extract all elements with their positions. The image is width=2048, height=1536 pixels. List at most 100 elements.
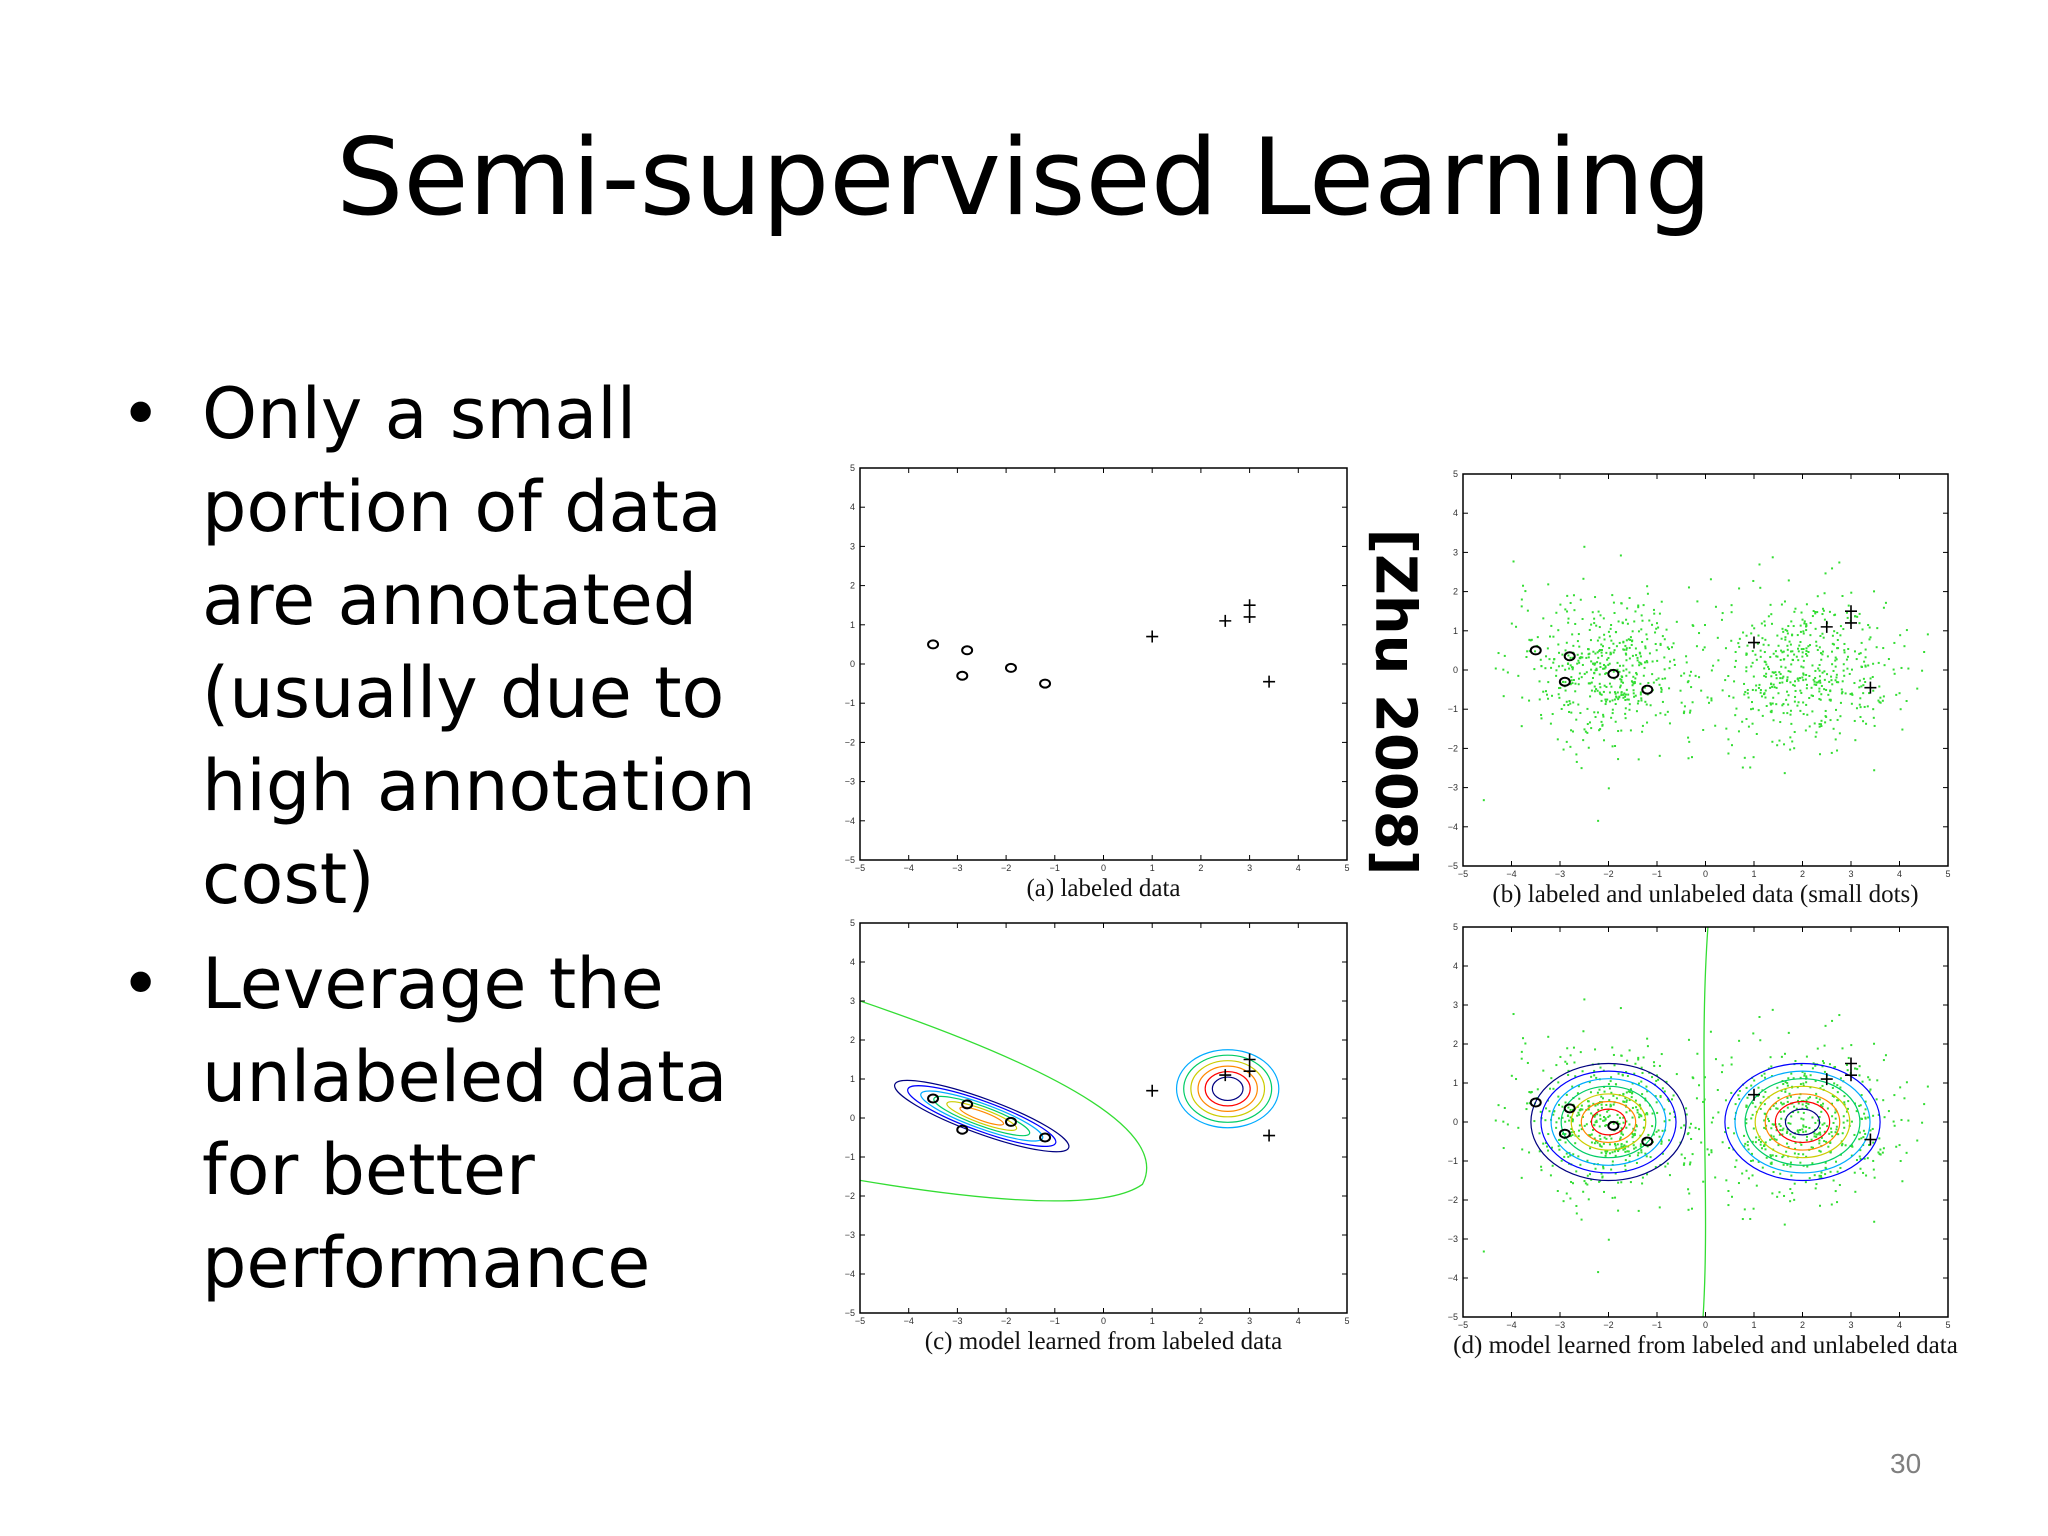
unlabeled-dot xyxy=(1546,647,1549,650)
labeled-negative-point xyxy=(956,670,969,681)
unlabeled-dot xyxy=(1639,691,1642,694)
unlabeled-dot xyxy=(1590,727,1593,730)
unlabeled-dot xyxy=(1558,687,1561,690)
unlabeled-dot xyxy=(1651,623,1654,626)
y-tick-label: 0 xyxy=(1453,1117,1458,1127)
unlabeled-dot xyxy=(1552,635,1555,638)
unlabeled-dot xyxy=(1638,1116,1641,1119)
unlabeled-dot xyxy=(1860,685,1863,688)
unlabeled-dot xyxy=(1506,671,1509,674)
unlabeled-dot xyxy=(1863,705,1866,708)
unlabeled-dot xyxy=(1668,687,1671,690)
unlabeled-dot xyxy=(1851,693,1854,696)
unlabeled-dot xyxy=(1841,691,1844,694)
unlabeled-dot xyxy=(1786,712,1789,715)
unlabeled-dot xyxy=(1601,1097,1604,1100)
unlabeled-dot xyxy=(1805,1105,1808,1108)
unlabeled-dot xyxy=(1752,756,1755,759)
unlabeled-dot xyxy=(1606,698,1609,701)
unlabeled-dot xyxy=(1633,680,1636,683)
unlabeled-dot xyxy=(1618,664,1621,667)
unlabeled-dot xyxy=(1600,1172,1603,1175)
unlabeled-dot xyxy=(1819,652,1822,655)
x-tick-label: −5 xyxy=(855,863,865,873)
unlabeled-dot xyxy=(1534,650,1537,653)
unlabeled-dot xyxy=(1618,670,1621,673)
x-tick-label: 1 xyxy=(1150,863,1155,873)
unlabeled-dot xyxy=(1869,677,1872,680)
unlabeled-dot xyxy=(1757,686,1760,689)
unlabeled-dot xyxy=(1846,667,1849,670)
unlabeled-dot xyxy=(1522,584,1525,587)
unlabeled-dot xyxy=(1538,1132,1541,1135)
unlabeled-dot xyxy=(1814,676,1817,679)
unlabeled-dot xyxy=(1615,1083,1618,1086)
unlabeled-dot xyxy=(1769,1108,1772,1111)
unlabeled-dot xyxy=(1819,1133,1822,1136)
labeled-negative-point xyxy=(1607,1120,1620,1131)
unlabeled-dot xyxy=(1764,675,1767,678)
unlabeled-dot xyxy=(1646,585,1649,588)
unlabeled-dot xyxy=(1814,669,1817,672)
unlabeled-dot xyxy=(1605,700,1608,703)
density-contour xyxy=(920,1090,1044,1142)
unlabeled-dot xyxy=(1620,680,1623,683)
unlabeled-dot xyxy=(1618,1116,1621,1119)
unlabeled-dot xyxy=(1781,704,1784,707)
unlabeled-dot xyxy=(1765,1156,1768,1159)
labeled-negative-point xyxy=(927,1093,940,1104)
unlabeled-dot xyxy=(1663,1120,1666,1123)
unlabeled-dot xyxy=(1872,708,1875,711)
unlabeled-dot xyxy=(1752,1032,1755,1035)
unlabeled-dot xyxy=(1789,713,1792,716)
decision-boundary xyxy=(860,1000,1148,1202)
unlabeled-dot xyxy=(1627,1150,1630,1153)
labeled-positive-point xyxy=(1864,1133,1877,1146)
unlabeled-dot xyxy=(1737,1182,1740,1185)
unlabeled-dot xyxy=(1709,578,1712,581)
unlabeled-dot xyxy=(1831,663,1834,666)
unlabeled-dot xyxy=(1611,708,1614,711)
unlabeled-dot xyxy=(1794,607,1797,610)
unlabeled-dot xyxy=(1805,1099,1808,1102)
y-tick-label: 1 xyxy=(1453,626,1458,636)
unlabeled-dot xyxy=(1846,1119,1849,1122)
unlabeled-dot xyxy=(1772,719,1775,722)
unlabeled-dot xyxy=(1689,709,1692,712)
unlabeled-dot xyxy=(1720,618,1723,621)
unlabeled-dot xyxy=(1811,1162,1814,1165)
unlabeled-dot xyxy=(1660,688,1663,691)
unlabeled-dot xyxy=(1569,664,1572,667)
unlabeled-dot xyxy=(1818,697,1821,700)
unlabeled-dot xyxy=(1569,745,1572,748)
unlabeled-dot xyxy=(1577,1135,1580,1138)
unlabeled-dot xyxy=(1542,1142,1545,1145)
unlabeled-dot xyxy=(1757,634,1760,637)
unlabeled-dot xyxy=(1842,669,1845,672)
unlabeled-dot xyxy=(1733,665,1736,668)
unlabeled-dot xyxy=(1651,1076,1654,1079)
unlabeled-dot xyxy=(1882,1147,1885,1150)
unlabeled-dot xyxy=(1538,698,1541,701)
unlabeled-dot xyxy=(1686,681,1689,684)
unlabeled-dot xyxy=(1738,587,1741,590)
unlabeled-dot xyxy=(1836,1091,1839,1094)
unlabeled-dot xyxy=(1742,631,1745,634)
unlabeled-dot xyxy=(1846,616,1849,619)
unlabeled-dot xyxy=(1802,1111,1805,1114)
labeled-positive-point xyxy=(1748,1088,1760,1101)
unlabeled-dot xyxy=(1765,672,1768,675)
plot-area xyxy=(1482,545,1929,822)
unlabeled-dot xyxy=(1586,1183,1589,1186)
unlabeled-dot xyxy=(1814,1080,1817,1083)
unlabeled-dot xyxy=(1703,646,1706,649)
unlabeled-dot xyxy=(1858,1065,1861,1068)
labeled-negative-point xyxy=(1039,678,1052,689)
unlabeled-dot xyxy=(1622,696,1625,699)
unlabeled-dot xyxy=(1580,1104,1583,1107)
unlabeled-dot xyxy=(1643,1138,1646,1141)
unlabeled-dot xyxy=(1831,1135,1834,1138)
unlabeled-dot xyxy=(1610,639,1613,642)
unlabeled-dot xyxy=(1646,1113,1649,1116)
unlabeled-dot xyxy=(1866,705,1869,708)
